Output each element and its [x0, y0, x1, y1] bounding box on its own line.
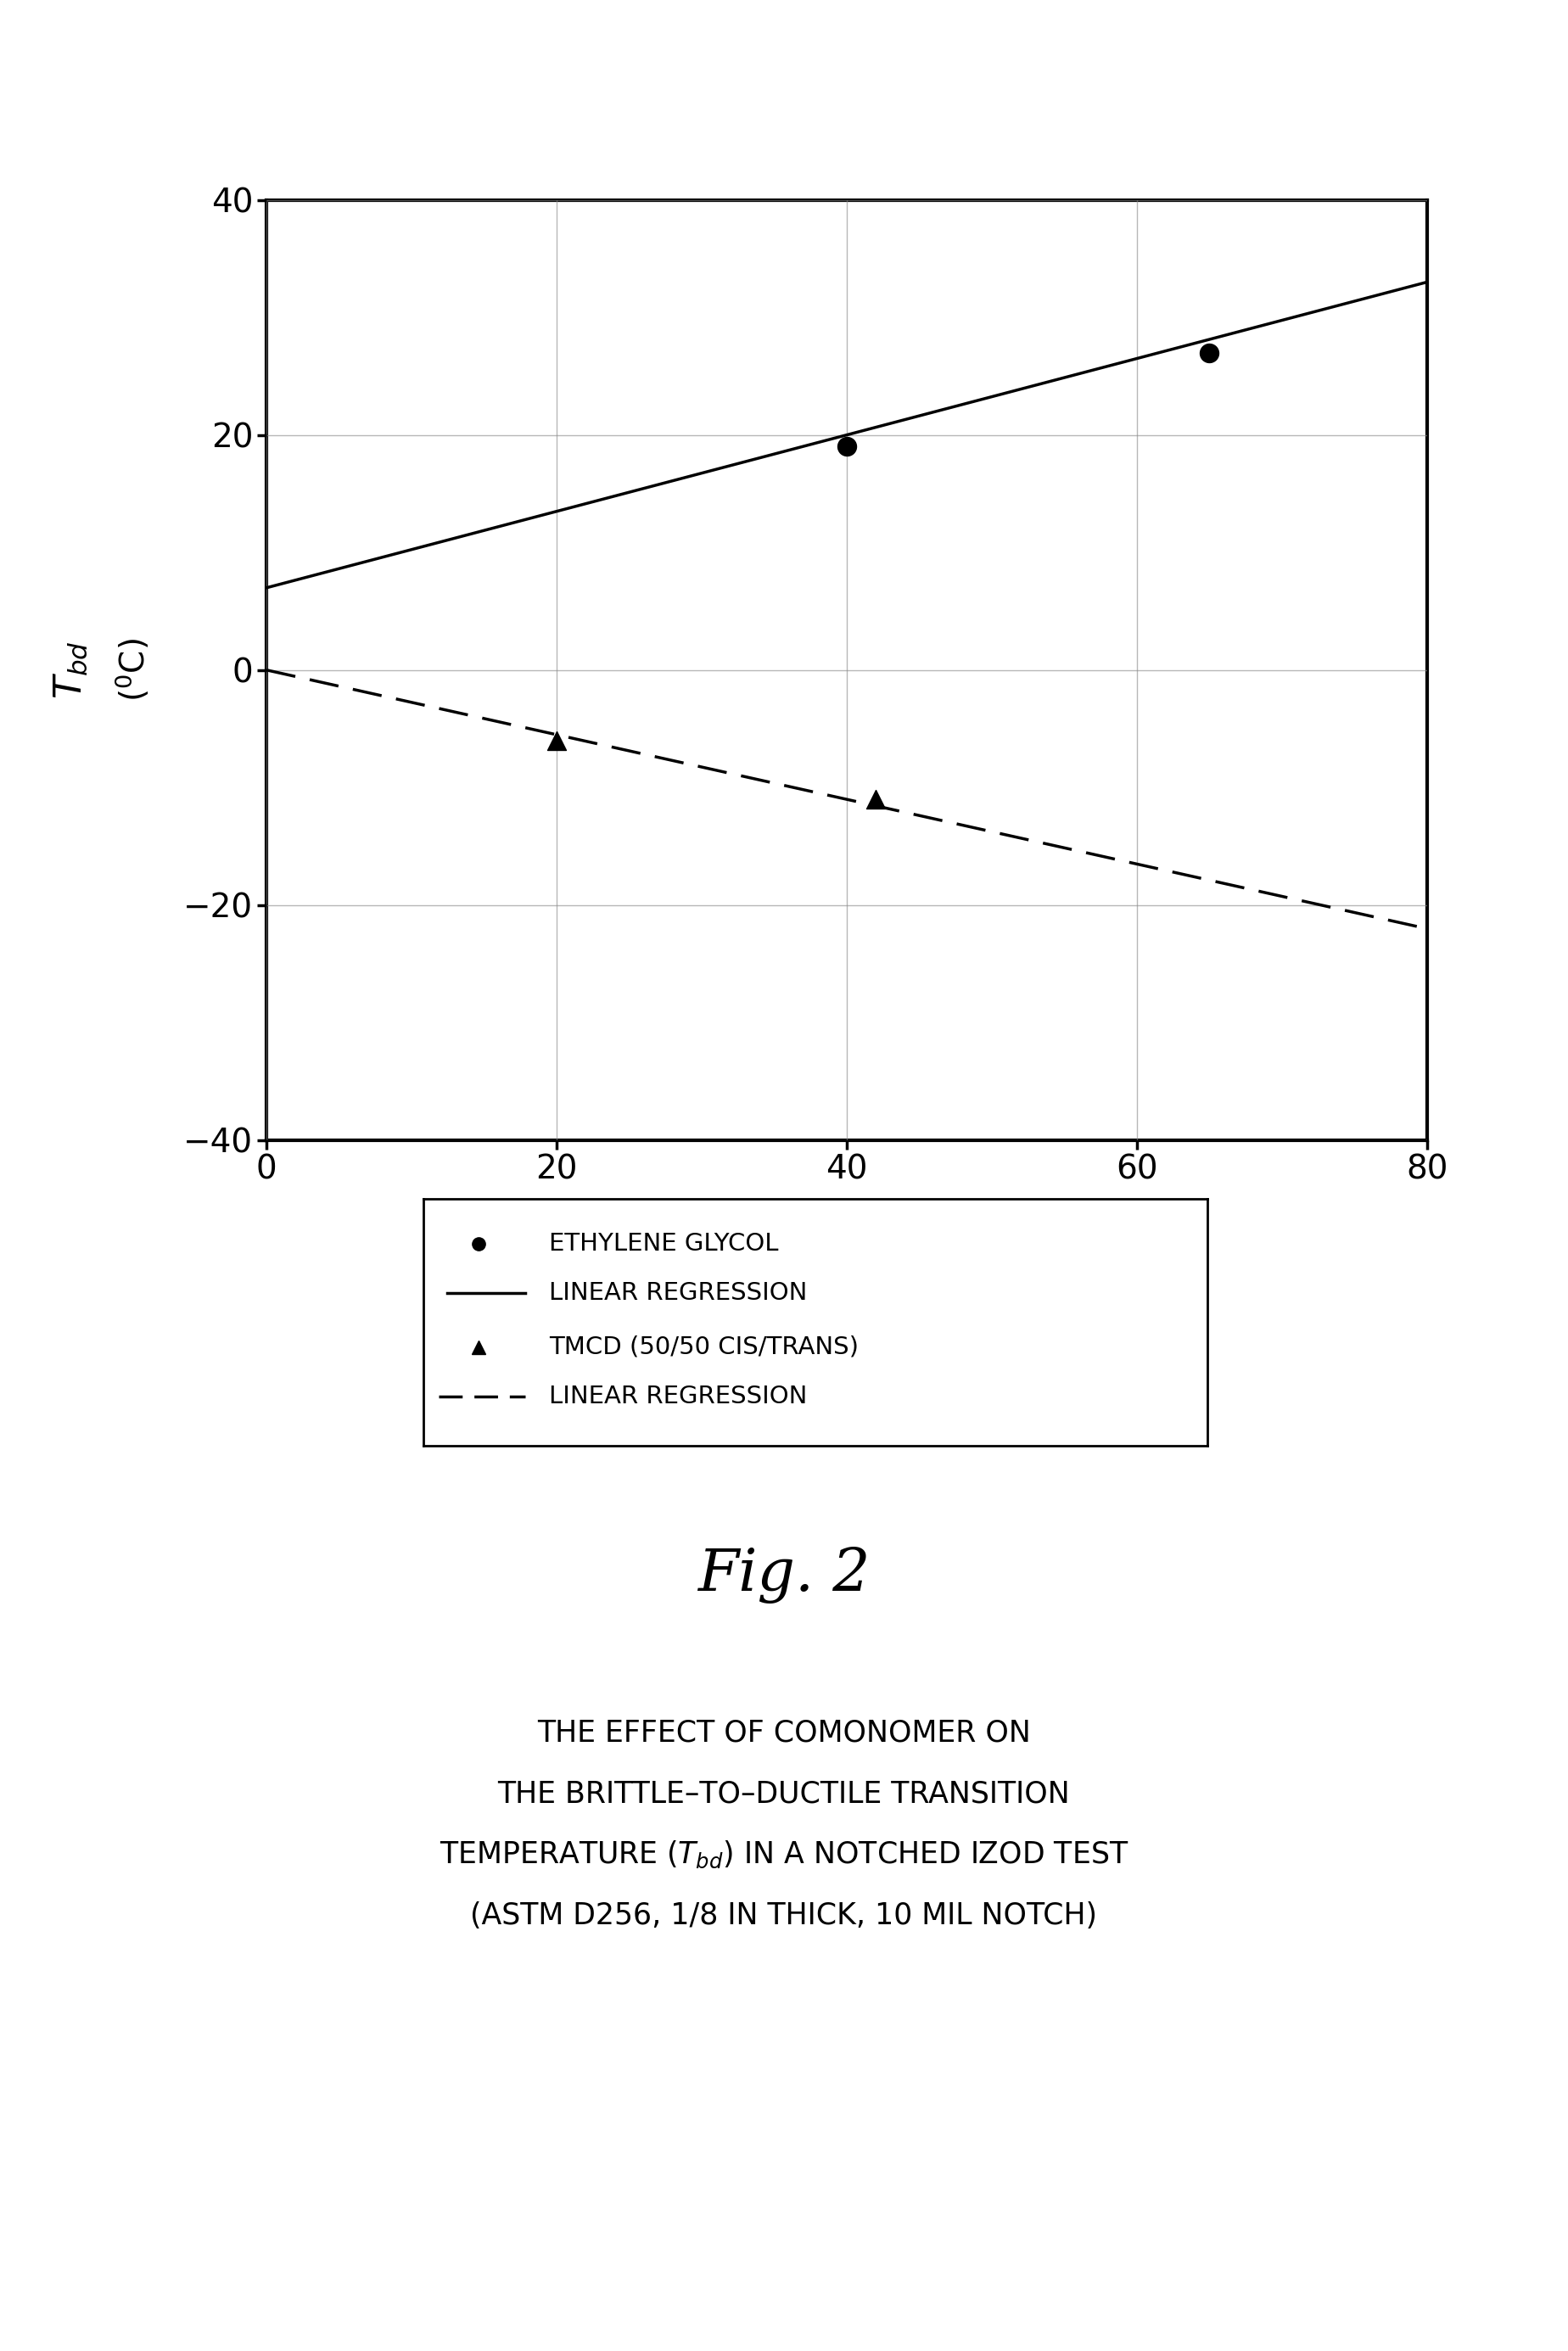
- X-axis label: MOL% COMONOMER: MOL% COMONOMER: [663, 1206, 1030, 1244]
- Point: [864, 781, 889, 818]
- Text: (ASTM D256, 1/8 IN THICK, 10 MIL NOTCH): (ASTM D256, 1/8 IN THICK, 10 MIL NOTCH): [470, 1902, 1098, 1930]
- Point: [544, 722, 569, 759]
- Text: TEMPERATURE ($T_{bd}$) IN A NOTCHED IZOD TEST: TEMPERATURE ($T_{bd}$) IN A NOTCHED IZOD…: [439, 1838, 1129, 1871]
- Text: LINEAR REGRESSION: LINEAR REGRESSION: [549, 1385, 808, 1408]
- Text: Fig. 2: Fig. 2: [698, 1547, 870, 1603]
- Text: THE EFFECT OF COMONOMER ON: THE EFFECT OF COMONOMER ON: [538, 1719, 1030, 1747]
- Text: LINEAR REGRESSION: LINEAR REGRESSION: [549, 1281, 808, 1305]
- Text: THE BRITTLE–TO–DUCTILE TRANSITION: THE BRITTLE–TO–DUCTILE TRANSITION: [497, 1780, 1071, 1808]
- Text: TMCD (50/50 CIS/TRANS): TMCD (50/50 CIS/TRANS): [549, 1335, 859, 1359]
- Text: ETHYLENE GLYCOL: ETHYLENE GLYCOL: [549, 1232, 778, 1255]
- Point: [834, 428, 859, 465]
- Point: [1196, 334, 1221, 371]
- Text: $T_{bd}$: $T_{bd}$: [52, 642, 89, 698]
- Text: ($^{0}$C): ($^{0}$C): [114, 637, 152, 703]
